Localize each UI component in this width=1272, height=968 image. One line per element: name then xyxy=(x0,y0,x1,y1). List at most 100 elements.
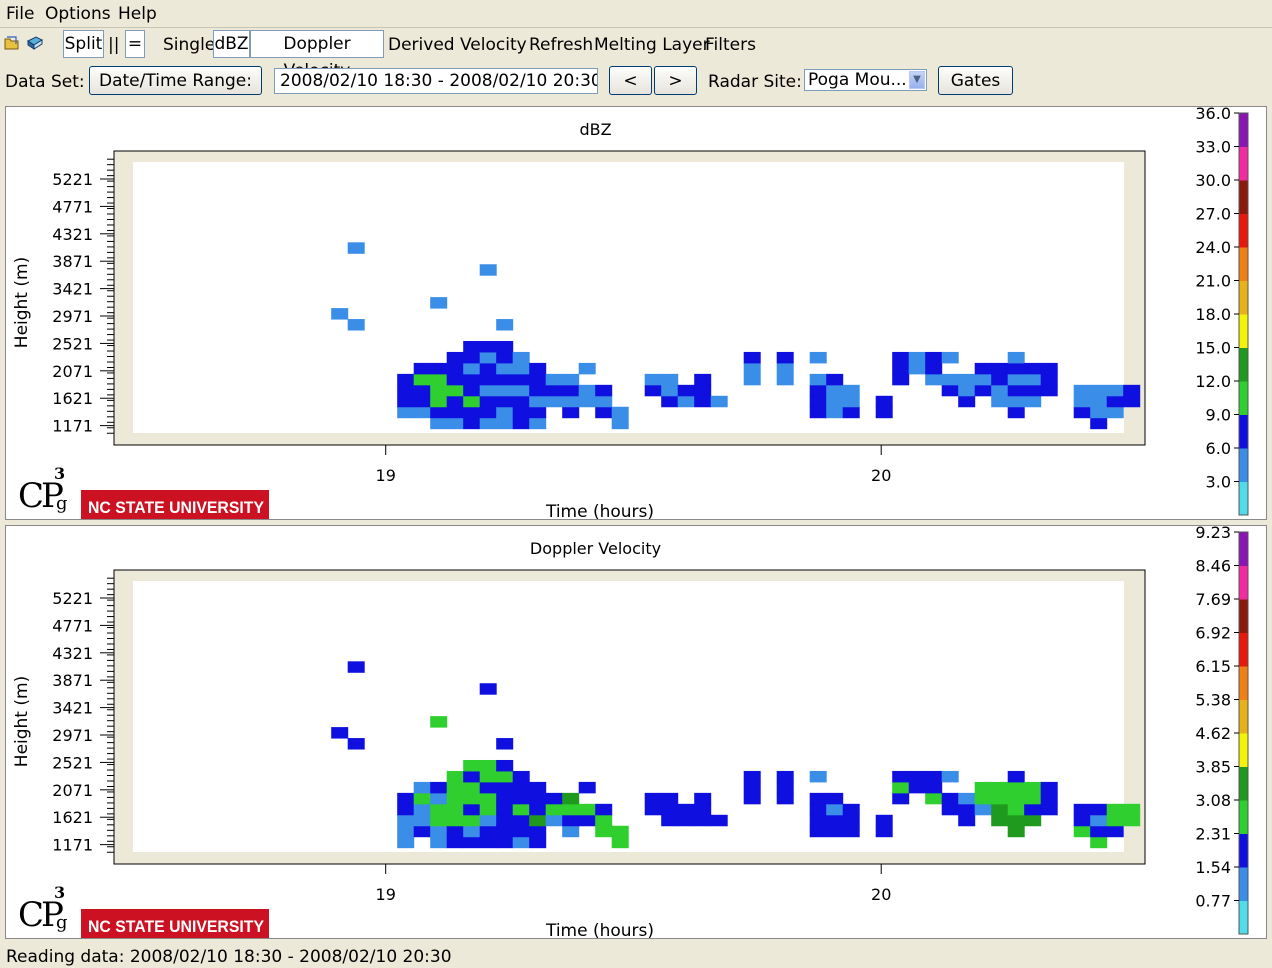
data-cell xyxy=(529,814,547,827)
colorbar-segment xyxy=(1239,448,1248,482)
data-cell xyxy=(397,792,415,805)
data-cell xyxy=(463,395,481,408)
colorbar-segment xyxy=(1239,900,1248,935)
data-cell xyxy=(1024,814,1042,827)
data-cell xyxy=(430,836,448,849)
data-cell xyxy=(809,770,827,783)
x-tick-label: 19 xyxy=(376,885,396,904)
data-cell xyxy=(974,781,992,794)
data-cell xyxy=(446,792,464,805)
data-cell xyxy=(430,716,448,728)
chevron-down-icon[interactable]: ▼ xyxy=(909,71,925,89)
colorbar-segment xyxy=(1239,180,1248,214)
data-cell xyxy=(842,825,860,838)
data-cell xyxy=(496,340,514,353)
filters-button[interactable]: Filters xyxy=(705,35,756,55)
date-range-button[interactable]: Date/Time Range: xyxy=(89,66,262,95)
y-axis-label: Height (m) xyxy=(12,257,32,348)
data-cell xyxy=(776,351,794,364)
data-cell xyxy=(958,803,976,816)
menu-options[interactable]: Options xyxy=(45,4,111,24)
data-cell xyxy=(479,351,497,364)
data-cell xyxy=(974,792,992,805)
data-cell xyxy=(463,792,481,805)
prev-button[interactable]: < xyxy=(609,66,652,95)
data-cell xyxy=(842,384,860,397)
data-cell xyxy=(595,406,613,419)
save-book-icon[interactable] xyxy=(27,36,43,50)
data-cell xyxy=(991,792,1009,805)
colorbar-segment xyxy=(1239,666,1248,700)
data-cell xyxy=(677,814,695,827)
single-button[interactable]: Single xyxy=(163,35,216,55)
data-cell xyxy=(1007,803,1025,816)
open-folder-icon[interactable] xyxy=(4,36,20,50)
data-cell xyxy=(397,825,415,838)
colorbar-label: 18.0 xyxy=(1195,305,1231,324)
data-cell xyxy=(430,814,448,827)
y-tick-label: 3871 xyxy=(52,252,93,271)
pause-toggle[interactable]: || xyxy=(108,35,120,55)
data-cell xyxy=(496,770,514,783)
data-cell xyxy=(496,738,514,750)
data-cell xyxy=(529,395,547,408)
data-cell xyxy=(496,384,514,397)
menu-file[interactable]: File xyxy=(6,4,35,24)
data-cell xyxy=(1073,814,1091,827)
data-cell xyxy=(430,384,448,397)
data-cell xyxy=(710,814,728,827)
data-cell xyxy=(826,792,844,805)
colorbar-label: 0.77 xyxy=(1195,892,1231,911)
colorbar-label: 24.0 xyxy=(1195,238,1231,257)
radar-site-value: Poga Mou... xyxy=(808,70,907,90)
data-cell xyxy=(512,814,530,827)
data-cell xyxy=(1040,792,1058,805)
y-tick-label: 3421 xyxy=(52,280,93,299)
colorbar-label: 27.0 xyxy=(1195,205,1231,224)
data-cell xyxy=(1090,395,1108,408)
data-cell xyxy=(529,803,547,816)
cpg-logo-subscript: g xyxy=(56,912,68,933)
colorbar-segment xyxy=(1239,800,1248,834)
data-cell xyxy=(826,384,844,397)
menu-help[interactable]: Help xyxy=(118,4,157,24)
y-axis-label: Height (m) xyxy=(12,676,32,767)
doppler-velocity-button[interactable]: Doppler Velocity xyxy=(250,30,384,81)
colorbar-segment xyxy=(1239,599,1248,633)
dbz-button[interactable]: dBZ xyxy=(213,30,250,58)
data-cell xyxy=(826,803,844,816)
data-cell xyxy=(892,373,910,386)
cpg-logo: CP xyxy=(18,476,63,516)
data-cell xyxy=(809,825,827,838)
data-cell xyxy=(892,351,910,364)
data-cell xyxy=(479,814,497,827)
derived-velocity-button[interactable]: Derived Velocity xyxy=(388,35,527,55)
date-range-field[interactable]: 2008/02/10 18:30 - 2008/02/10 20:30 xyxy=(274,68,598,94)
data-cell xyxy=(941,803,959,816)
data-cell xyxy=(529,836,547,849)
data-cell xyxy=(991,803,1009,816)
dbz-chart: dBZ Time (hours) Height (m) 1171 1621 2071 252… xyxy=(12,107,1249,519)
colorbar-segment xyxy=(1239,314,1248,348)
data-cell xyxy=(1106,395,1124,408)
melting-layer-button[interactable]: Melting Layer xyxy=(594,35,710,55)
y-tick-label: 4321 xyxy=(52,225,93,244)
toolbar: Split || = Single dBZ Doppler Velocity D… xyxy=(0,28,1272,81)
split-button[interactable]: Split xyxy=(63,30,104,58)
data-cell xyxy=(875,395,893,408)
data-cell xyxy=(512,770,530,783)
gates-button[interactable]: Gates xyxy=(938,66,1013,95)
y-tick-label: 1171 xyxy=(52,836,93,855)
colorbar-segment xyxy=(1239,565,1248,600)
data-cell xyxy=(529,417,547,430)
refresh-button[interactable]: Refresh xyxy=(529,35,594,55)
data-cell xyxy=(430,297,448,309)
cpg-logo-superscript: 3 xyxy=(54,464,65,483)
y-tick-label: 3421 xyxy=(52,699,93,718)
data-cell xyxy=(925,373,943,386)
data-cell xyxy=(677,384,695,397)
next-button[interactable]: > xyxy=(654,66,697,95)
data-cell xyxy=(413,825,431,838)
radar-site-select[interactable]: Poga Mou... ▼ xyxy=(804,69,927,91)
equal-button[interactable]: = xyxy=(125,30,145,58)
